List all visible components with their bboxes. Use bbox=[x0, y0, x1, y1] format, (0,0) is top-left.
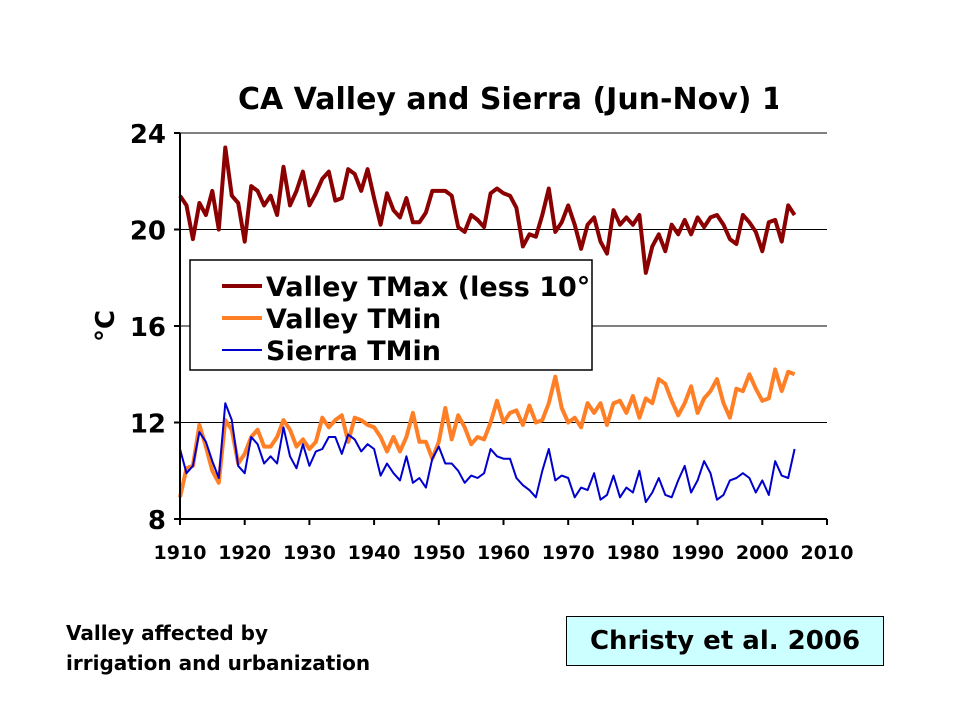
y-tick-label: 12 bbox=[130, 410, 166, 440]
chart-title: CA Valley and Sierra (Jun-Nov) 1910 bbox=[238, 82, 778, 117]
footnote-line-1: Valley affected by bbox=[66, 621, 269, 645]
x-tick-label: 1940 bbox=[348, 542, 401, 564]
y-tick-label: 16 bbox=[130, 313, 166, 343]
series-line-2 bbox=[179, 402, 796, 504]
series-line-0 bbox=[178, 145, 797, 275]
x-tick-label: 2010 bbox=[801, 542, 854, 564]
series-layer bbox=[178, 145, 797, 504]
x-tick-label: 1920 bbox=[218, 542, 271, 564]
x-tick-label: 1910 bbox=[154, 542, 207, 564]
legend-label-2: Sierra TMin bbox=[266, 336, 441, 367]
x-tick-label: 1960 bbox=[477, 542, 530, 564]
legend: Valley TMax (less 10°C)Valley TMinSierra… bbox=[189, 259, 622, 371]
x-tick-label: 1970 bbox=[542, 542, 595, 564]
chart-title-container: CA Valley and Sierra (Jun-Nov) 1910 bbox=[238, 80, 778, 120]
x-tick-label: 1990 bbox=[671, 542, 724, 564]
footnote-line-2: irrigation and urbanization bbox=[66, 651, 371, 675]
y-tick-label: 8 bbox=[148, 506, 166, 536]
legend-label-1: Valley TMin bbox=[266, 304, 441, 335]
x-tick-label: 1950 bbox=[412, 542, 465, 564]
y-tick-label: 24 bbox=[130, 120, 166, 150]
series-line-1 bbox=[178, 367, 796, 498]
legend-label-0: Valley TMax (less 10°C) bbox=[266, 272, 622, 303]
legend-box bbox=[189, 259, 593, 371]
x-tick-label: 2000 bbox=[736, 542, 789, 564]
citation-box: Christy et al. 2006 bbox=[566, 616, 884, 666]
y-tick-label: 20 bbox=[130, 217, 166, 247]
footnote: Valley affected by irrigation and urbani… bbox=[66, 618, 486, 678]
x-tick-label: 1930 bbox=[283, 542, 336, 564]
y-axis-label: °C bbox=[91, 310, 121, 342]
axes: 8 12 16 20 24 1910 1920 1930 1940 1950 1960 1970 198… bbox=[91, 120, 853, 564]
x-tick-label: 1980 bbox=[606, 542, 659, 564]
